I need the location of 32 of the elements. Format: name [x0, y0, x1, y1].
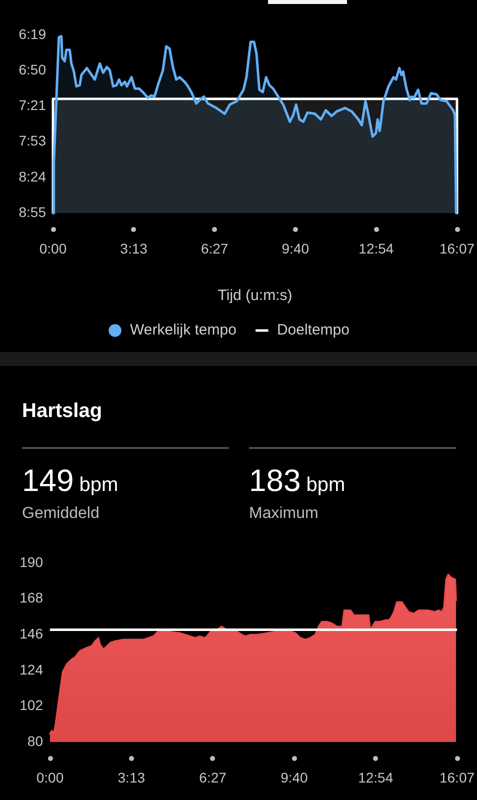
y-tick-label: 8:55	[18, 204, 46, 220]
y-tick-label: 80	[27, 732, 44, 749]
y-tick-label: 8:24	[18, 168, 46, 184]
text: Gemiddeld	[22, 504, 100, 523]
x-tick-label: 9:40	[282, 240, 310, 256]
x-tick-label: 16:07	[439, 769, 475, 786]
x-tick-label: 9:40	[280, 769, 308, 786]
x-axis-title: Tijd (u:m:s)	[218, 287, 292, 304]
x-tick-label: 12:54	[358, 769, 394, 786]
x-tick-label: 3:13	[118, 769, 146, 786]
x-tick-label: 0:00	[36, 769, 64, 786]
y-tick-label: 168	[20, 590, 44, 606]
legend-label: Doeltempo	[276, 322, 350, 339]
x-tick-label: 12:54	[358, 240, 394, 256]
y-tick-label: 124	[20, 661, 44, 678]
y-tick-label: 6:19	[18, 26, 46, 42]
y-tick-label: 190	[20, 554, 44, 570]
legend-label: Werkelijk tempo	[130, 322, 236, 339]
y-tick-label: 146	[20, 625, 44, 642]
x-tick-label: 3:13	[120, 240, 148, 256]
text: 149 bpm	[22, 463, 118, 498]
x-tick-label: 6:27	[199, 769, 227, 786]
text: Maximum	[249, 504, 318, 523]
x-tick-label: 0:00	[39, 240, 67, 256]
y-tick-label: 7:21	[18, 97, 46, 114]
y-tick-label: 6:50	[18, 61, 46, 78]
y-tick-label: 7:53	[18, 132, 46, 149]
text: 183 bpm	[249, 463, 346, 498]
text: Hartslag	[22, 400, 102, 423]
y-tick-label: 102	[20, 697, 44, 714]
x-tick-label: 16:07	[439, 240, 475, 256]
x-tick-label: 6:27	[200, 240, 228, 256]
